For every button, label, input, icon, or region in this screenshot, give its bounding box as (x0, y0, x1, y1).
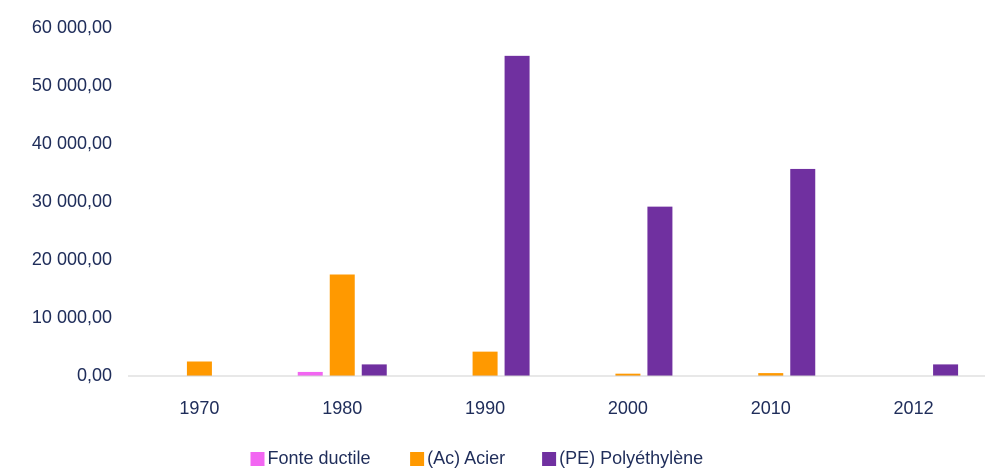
y-tick-label: 50 000,00 (32, 75, 112, 95)
x-tick-label: 2012 (894, 398, 934, 418)
legend-swatch (410, 452, 425, 466)
bar (329, 274, 355, 376)
legend-swatch (542, 452, 557, 466)
y-tick-label: 30 000,00 (32, 191, 112, 211)
y-tick-label: 10 000,00 (32, 307, 112, 327)
x-tick-label: 2010 (751, 398, 791, 418)
legend-swatch (250, 452, 265, 466)
bar (297, 371, 323, 376)
bar (647, 206, 673, 376)
y-tick-label: 60 000,00 (32, 17, 112, 37)
bar (758, 373, 784, 376)
bar (615, 373, 641, 376)
bar (504, 55, 530, 377)
y-tick-label: 20 000,00 (32, 249, 112, 269)
bar (186, 361, 212, 376)
x-tick-label: 1970 (179, 398, 219, 418)
legend-label: (Ac) Acier (427, 448, 505, 468)
legend-label: (PE) Polyéthylène (559, 448, 703, 468)
bar (472, 351, 498, 376)
x-tick-label: 1980 (322, 398, 362, 418)
x-tick-label: 1990 (465, 398, 505, 418)
y-tick-label: 40 000,00 (32, 133, 112, 153)
x-tick-label: 2000 (608, 398, 648, 418)
bar (361, 364, 387, 376)
legend-label: Fonte ductile (268, 448, 371, 468)
bar (933, 364, 959, 376)
bar (790, 168, 816, 376)
y-tick-label: 0,00 (77, 365, 112, 385)
